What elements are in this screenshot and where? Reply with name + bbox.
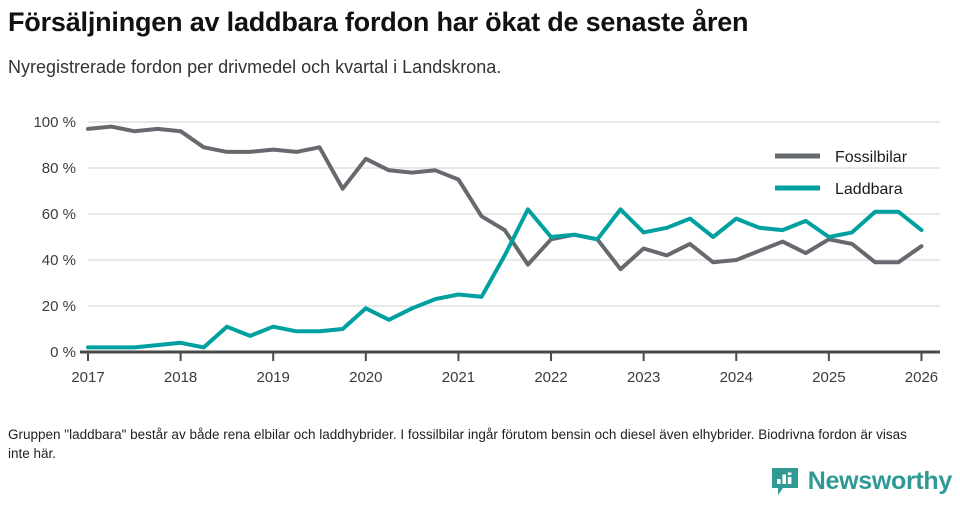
series-line-laddbara [86, 207, 924, 350]
y-tick-label: 40 % [42, 252, 76, 269]
x-tick-label: 2025 [812, 369, 845, 386]
y-tick-label: 20 % [42, 298, 76, 315]
x-tick-label: 2018 [164, 369, 197, 386]
page-subtitle: Nyregistrerade fordon per drivmedel och … [8, 56, 502, 77]
newsworthy-logo[interactable]: Newsworthy [770, 466, 952, 496]
chart-footnote: Gruppen "laddbara" består av både rena e… [8, 427, 907, 462]
legend-label: Fossilbilar [835, 149, 908, 166]
x-tick-label: 2019 [257, 369, 290, 386]
x-tick-label: 2021 [442, 369, 475, 386]
x-axis-ticks [87, 352, 923, 361]
series-line-fossilbilar [86, 124, 924, 272]
x-tick-label: 2026 [905, 369, 938, 386]
x-tick-label: 2017 [71, 369, 104, 386]
y-tick-label: 100 % [33, 114, 76, 131]
x-tick-label: 2023 [627, 369, 660, 386]
x-tick-label: 2024 [720, 369, 753, 386]
x-tick-label: 2020 [349, 369, 382, 386]
chart-series [86, 124, 924, 350]
legend-label: Laddbara [835, 181, 903, 198]
y-axis-tick-labels: 0 % 20 % 40 % 60 % 80 % 100 % [33, 114, 76, 361]
line-chart: 0 % 20 % 40 % 60 % 80 % 100 % 2017 2018 2019 202… [0, 108, 960, 393]
x-axis-tick-labels: 2017 2018 2019 2020 2021 2022 2023 2024 2025 2026 [71, 369, 938, 386]
chart-legend: Fossilbilar Laddbara [775, 149, 908, 198]
chart-svg: 0 % 20 % 40 % 60 % 80 % 100 % 2017 2018 2019 202… [33, 114, 940, 386]
chart-gridlines [88, 121, 940, 307]
page-title: Försäljningen av laddbara fordon har öka… [8, 7, 749, 37]
y-tick-label: 60 % [42, 206, 76, 223]
y-tick-label: 0 % [50, 344, 76, 361]
bar-chart-speech-bubble-icon [771, 468, 798, 495]
x-tick-label: 2022 [534, 369, 567, 386]
logo-text: Newsworthy [807, 466, 953, 495]
y-tick-label: 80 % [42, 160, 76, 177]
